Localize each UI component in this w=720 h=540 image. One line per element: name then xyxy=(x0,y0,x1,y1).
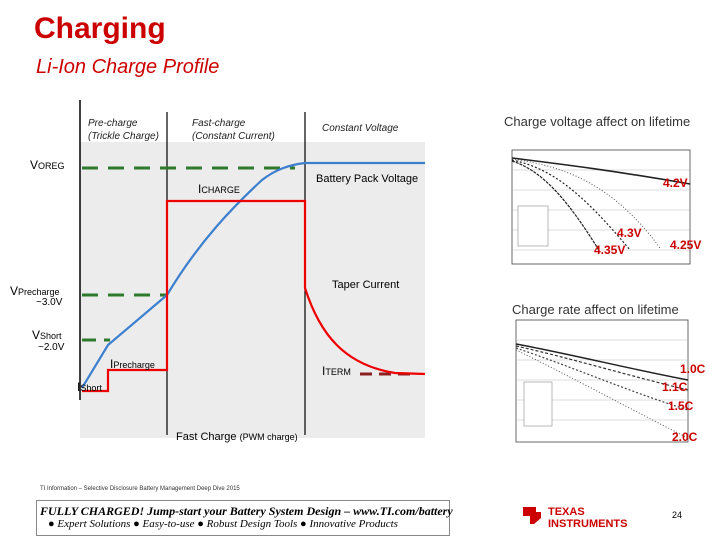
voltage-lifetime-title: Charge voltage affect on lifetime xyxy=(504,114,691,129)
charge-current-curve xyxy=(82,199,426,393)
page-title: Charging xyxy=(34,12,166,45)
curve-4-3v xyxy=(511,159,631,251)
icharge-label: ICHARGE xyxy=(198,182,240,196)
ti-wordmark: TEXAS INSTRUMENTS xyxy=(548,506,627,530)
diagram-background xyxy=(80,142,425,438)
voltage-lifetime-chart xyxy=(511,149,691,265)
phase-precharge-line2: (Trickle Charge) xyxy=(88,131,159,142)
taper-current-label: Taper Current xyxy=(332,279,400,291)
vprecharge-label: VPrecharge xyxy=(10,284,60,298)
phase-precharge-line1: Pre-charge xyxy=(88,118,138,129)
ti-wordmark-line1: TEXAS xyxy=(548,506,585,518)
label-4-25v: 4.25V xyxy=(670,238,702,252)
curve-1-1c xyxy=(515,345,689,391)
label-4-2v: 4.2V xyxy=(663,176,688,190)
label-4-35v: 4.35V xyxy=(594,243,626,257)
phase-fastcharge-line1: Fast-charge xyxy=(192,118,246,129)
curve-4-25v xyxy=(511,158,661,249)
curve-1-0c xyxy=(515,343,689,381)
label-1-5c: 1.5C xyxy=(668,399,694,413)
page-subtitle: Li-Ion Charge Profile xyxy=(36,56,220,78)
label-1-0c: 1.0C xyxy=(680,362,706,376)
vshort-value: ~2.0V xyxy=(38,342,65,353)
phase-precharge: Pre-charge (Trickle Charge) xyxy=(88,117,159,143)
phase-fastcharge: Fast-charge (Constant Current) xyxy=(192,117,275,143)
banner-line1: FULLY CHARGED! Jump-start your Battery S… xyxy=(40,504,453,518)
ishort-label: IShort xyxy=(77,380,102,394)
vshort-label: VShort xyxy=(32,328,62,342)
rate-lifetime-title: Charge rate affect on lifetime xyxy=(512,302,679,317)
voltage-chart-legend xyxy=(517,205,549,247)
vprecharge-value: ~3.0V xyxy=(36,297,63,308)
label-1-1c: 1.1C xyxy=(662,380,688,394)
ti-logo-icon xyxy=(523,507,541,524)
iterm-label: ITERM xyxy=(322,364,351,378)
voreg-label: VOREG xyxy=(30,158,65,172)
label-2-0c: 2.0C xyxy=(672,430,698,444)
curve-1-5c xyxy=(515,347,689,411)
rate-chart-legend xyxy=(523,381,553,427)
label-4-3v: 4.3V xyxy=(617,226,642,240)
phase-constant-voltage: Constant Voltage xyxy=(322,123,399,134)
iprecharge-label: IPrecharge xyxy=(110,357,155,371)
rate-lifetime-chart xyxy=(515,319,689,443)
phase-fastcharge-line2: (Constant Current) xyxy=(192,131,275,142)
footer-note: TI Information – Selective Disclosure Ba… xyxy=(40,486,240,492)
banner-line2: ● Expert Solutions ● Easy-to-use ● Robus… xyxy=(48,518,398,530)
page-number: 24 xyxy=(672,510,683,520)
footer-banner xyxy=(36,500,450,536)
curve-4-2v xyxy=(511,157,691,185)
fast-charge-label: Fast Charge (PWM charge) xyxy=(176,431,298,443)
ti-wordmark-line2: INSTRUMENTS xyxy=(548,518,628,530)
curve-4-35v xyxy=(511,160,601,253)
battery-pack-voltage-label: Battery Pack Voltage xyxy=(316,173,419,185)
battery-voltage-curve xyxy=(81,161,425,389)
